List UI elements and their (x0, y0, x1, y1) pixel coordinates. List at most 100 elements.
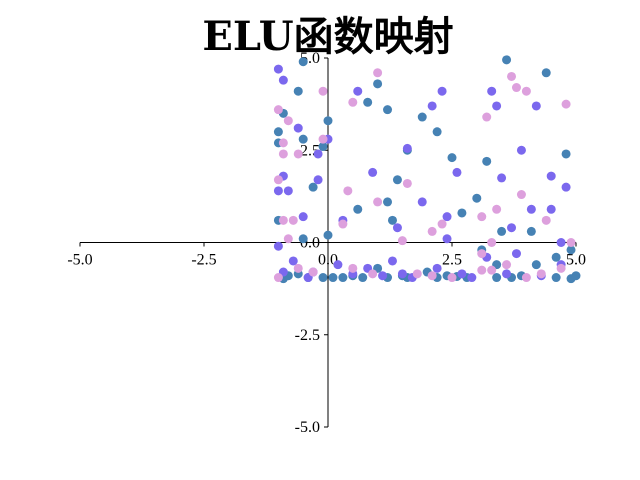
scatter-point (318, 86, 328, 96)
scatter-point (387, 256, 397, 266)
x-tick-label: -5.0 (67, 252, 92, 269)
chart-title: ELU函数映射 (202, 13, 453, 60)
scatter-point (482, 156, 492, 166)
scatter-point (437, 86, 447, 96)
scatter-point (338, 219, 348, 229)
scatter-point (288, 215, 298, 225)
y-tick-label: -5.0 (295, 419, 320, 436)
scatter-point (273, 175, 283, 185)
scatter-point (402, 178, 412, 188)
scatter-point (487, 238, 497, 247)
scatter-point (338, 273, 348, 283)
scatter-point (521, 86, 531, 96)
scatter-point (383, 197, 393, 207)
scatter-point (492, 204, 502, 214)
scatter-point (487, 86, 497, 96)
scatter-point (427, 101, 437, 111)
scatter-point (278, 75, 288, 85)
scatter-point (511, 249, 521, 259)
scatter-point (442, 234, 452, 244)
scatter-point (397, 269, 407, 279)
scatter-point (497, 173, 507, 183)
scatter-point (482, 112, 492, 122)
scatter-point (283, 116, 293, 126)
scatter-point (502, 260, 512, 270)
scatter-point (457, 208, 467, 218)
scatter-point (383, 105, 393, 115)
scatter-point (273, 64, 283, 74)
scatter-point (551, 252, 561, 262)
scatter-point (293, 86, 303, 96)
scatter-point (507, 223, 517, 233)
axes: -5.0 -2.5 0.0 2.5 5.0-5.0-2.50.02.55.0 (67, 50, 586, 436)
scatter-point (318, 273, 328, 283)
scatter-point (442, 212, 452, 222)
scatter-point (273, 241, 283, 251)
scatter-point (556, 238, 566, 247)
scatter-point (387, 215, 397, 225)
scatter-point (432, 263, 442, 273)
x-tick-label: -2.5 (191, 252, 216, 269)
x-tick-label: 0.0 (318, 252, 338, 269)
scatter-point (447, 273, 457, 283)
scatter-point (516, 145, 526, 155)
scatter-point (298, 57, 308, 67)
scatter-points (273, 55, 581, 284)
scatter-point (492, 273, 502, 283)
scatter-point (492, 101, 502, 111)
scatter-point (561, 182, 571, 192)
scatter-point (417, 197, 427, 207)
scatter-point (373, 68, 383, 78)
scatter-point (507, 71, 517, 81)
x-tick-label: 2.5 (442, 252, 462, 269)
scatter-point (477, 212, 487, 222)
scatter-point (497, 226, 507, 236)
scatter-point (273, 186, 283, 196)
scatter-point (477, 249, 487, 259)
scatter-point (283, 186, 293, 196)
scatter-point (273, 273, 283, 283)
scatter-point (378, 271, 388, 281)
scatter-point (457, 269, 467, 279)
scatter-point (516, 190, 526, 200)
scatter-point (298, 134, 308, 144)
scatter-point (313, 175, 323, 185)
scatter-point (293, 263, 303, 273)
scatter-point (348, 263, 358, 273)
scatter-point (273, 105, 283, 115)
scatter-point (313, 149, 323, 159)
scatter-point (308, 182, 318, 192)
scatter-point (318, 142, 328, 152)
scatter-point (566, 238, 576, 247)
scatter-point (526, 226, 536, 236)
scatter-point (417, 112, 427, 122)
scatter-point (323, 230, 333, 240)
scatter-point (447, 153, 457, 163)
scatter-point (368, 167, 378, 177)
scatter-point (526, 204, 536, 214)
scatter-point (298, 212, 308, 222)
scatter-point (278, 215, 288, 225)
scatter-point (283, 234, 293, 244)
scatter-point (348, 97, 358, 107)
scatter-point (402, 143, 412, 153)
scatter-point (373, 197, 383, 207)
scatter-point (511, 83, 521, 93)
scatter-point (531, 101, 541, 111)
scatter-point (278, 149, 288, 159)
scatter-point (427, 271, 437, 281)
scatter-point (343, 186, 353, 196)
scatter-point (298, 234, 308, 244)
scatter-point (556, 263, 566, 273)
scatter-point (273, 127, 283, 137)
scatter-point (467, 273, 477, 283)
scatter-point (293, 149, 303, 159)
scatter-point (502, 269, 512, 279)
scatter-point (397, 236, 407, 246)
scatter-point (566, 274, 576, 284)
scatter-point (536, 269, 546, 279)
scatter-point (278, 138, 288, 148)
scatter-point (521, 273, 531, 283)
scatter-point (561, 99, 571, 109)
